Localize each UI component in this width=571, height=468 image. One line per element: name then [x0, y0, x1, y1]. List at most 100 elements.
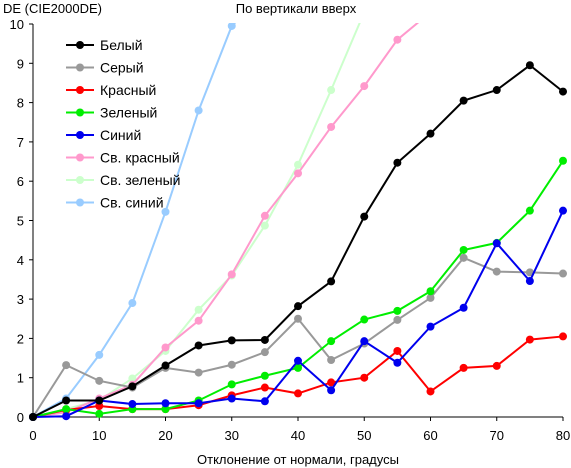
data-point [227, 270, 236, 279]
y-tick-label: 3 [17, 292, 24, 307]
legend-label: Св. красный [100, 150, 180, 166]
series-4 [29, 206, 567, 421]
data-point [525, 268, 534, 277]
series-line [32, 23, 361, 418]
data-point [360, 337, 369, 346]
y-tick-label: 6 [17, 174, 24, 189]
data-point [260, 348, 269, 357]
series-6 [29, 23, 361, 421]
axes: 0 1 2 3 4 5 6 7 8 9 10 0 10 20 30 40 50 60 70 80 [10, 17, 571, 443]
data-point [194, 316, 203, 325]
y-tick-label: 5 [17, 214, 24, 229]
x-tick-label: 10 [92, 428, 106, 443]
x-tick-label: 80 [556, 428, 570, 443]
y-tick-label: 7 [17, 135, 24, 150]
chart-title: По вертикали вверх [236, 1, 357, 16]
data-point [194, 399, 203, 408]
y-tick-label: 9 [17, 56, 24, 71]
data-point [459, 96, 468, 105]
data-point [426, 287, 435, 296]
data-point [260, 211, 269, 220]
data-point [426, 129, 435, 138]
data-point [426, 293, 435, 302]
data-point [393, 315, 402, 324]
data-point [161, 343, 170, 352]
data-point [492, 86, 501, 95]
legend-marker [76, 63, 84, 72]
data-point [260, 335, 269, 344]
data-point [260, 383, 269, 392]
series-line [32, 23, 420, 418]
data-point [559, 269, 567, 278]
data-point [327, 378, 336, 387]
legend-marker [76, 153, 84, 162]
legend-label: Св. синий [100, 195, 164, 211]
y-tick-label: 4 [17, 253, 24, 268]
data-point [559, 206, 567, 215]
data-point [227, 23, 236, 30]
legend-marker [76, 198, 84, 207]
data-point [194, 368, 203, 377]
data-point [95, 350, 104, 359]
data-point [559, 332, 567, 341]
data-point [128, 400, 137, 409]
data-point [294, 389, 302, 398]
data-point [327, 122, 336, 131]
data-point [360, 212, 369, 221]
data-point [492, 239, 501, 248]
legend-marker [76, 108, 84, 117]
data-point [492, 267, 501, 276]
series-line [32, 23, 237, 418]
data-point [128, 299, 137, 308]
data-point [294, 356, 302, 365]
data-point [327, 86, 336, 95]
legend-marker [76, 176, 84, 184]
data-point [327, 356, 336, 365]
series-line [32, 210, 564, 418]
x-tick-label: 0 [29, 428, 36, 443]
legend-label: Св. зеленый [100, 172, 180, 188]
data-point [161, 405, 170, 414]
data-point [393, 358, 402, 367]
data-point [360, 82, 369, 91]
data-point [260, 371, 269, 380]
data-point [227, 380, 236, 389]
legend-label: Красный [100, 82, 156, 98]
data-point [294, 160, 302, 169]
legend: Белый Серый Красный Зеленый Синий Св. красный… [66, 37, 180, 211]
legend-label: Синий [100, 127, 141, 143]
data-point [459, 363, 468, 372]
data-point [294, 302, 302, 311]
data-point [393, 306, 402, 315]
data-point [294, 363, 302, 372]
series-2 [29, 332, 567, 421]
data-point [393, 35, 402, 44]
data-point [525, 206, 534, 215]
data-point [360, 315, 369, 324]
data-point [327, 277, 336, 286]
x-tick-label: 50 [357, 428, 371, 443]
data-point [393, 158, 402, 167]
data-point [194, 106, 203, 115]
data-point [128, 374, 137, 383]
x-axis-label: Отклонение от нормали, градусы [197, 452, 399, 467]
data-point [525, 277, 534, 286]
x-tick-label: 70 [490, 428, 504, 443]
data-point [559, 87, 567, 96]
series-5 [29, 23, 420, 421]
data-point [161, 361, 170, 370]
data-point [161, 207, 170, 216]
data-point [525, 61, 534, 70]
series-7 [29, 23, 237, 421]
legend-marker [76, 131, 84, 139]
data-point [260, 221, 269, 230]
plot-area [29, 23, 567, 421]
series-line [32, 335, 564, 418]
data-point [227, 360, 236, 369]
data-point [161, 399, 170, 408]
data-point [459, 253, 468, 262]
series-0 [29, 61, 567, 421]
data-point [525, 335, 534, 344]
data-point [426, 387, 435, 396]
